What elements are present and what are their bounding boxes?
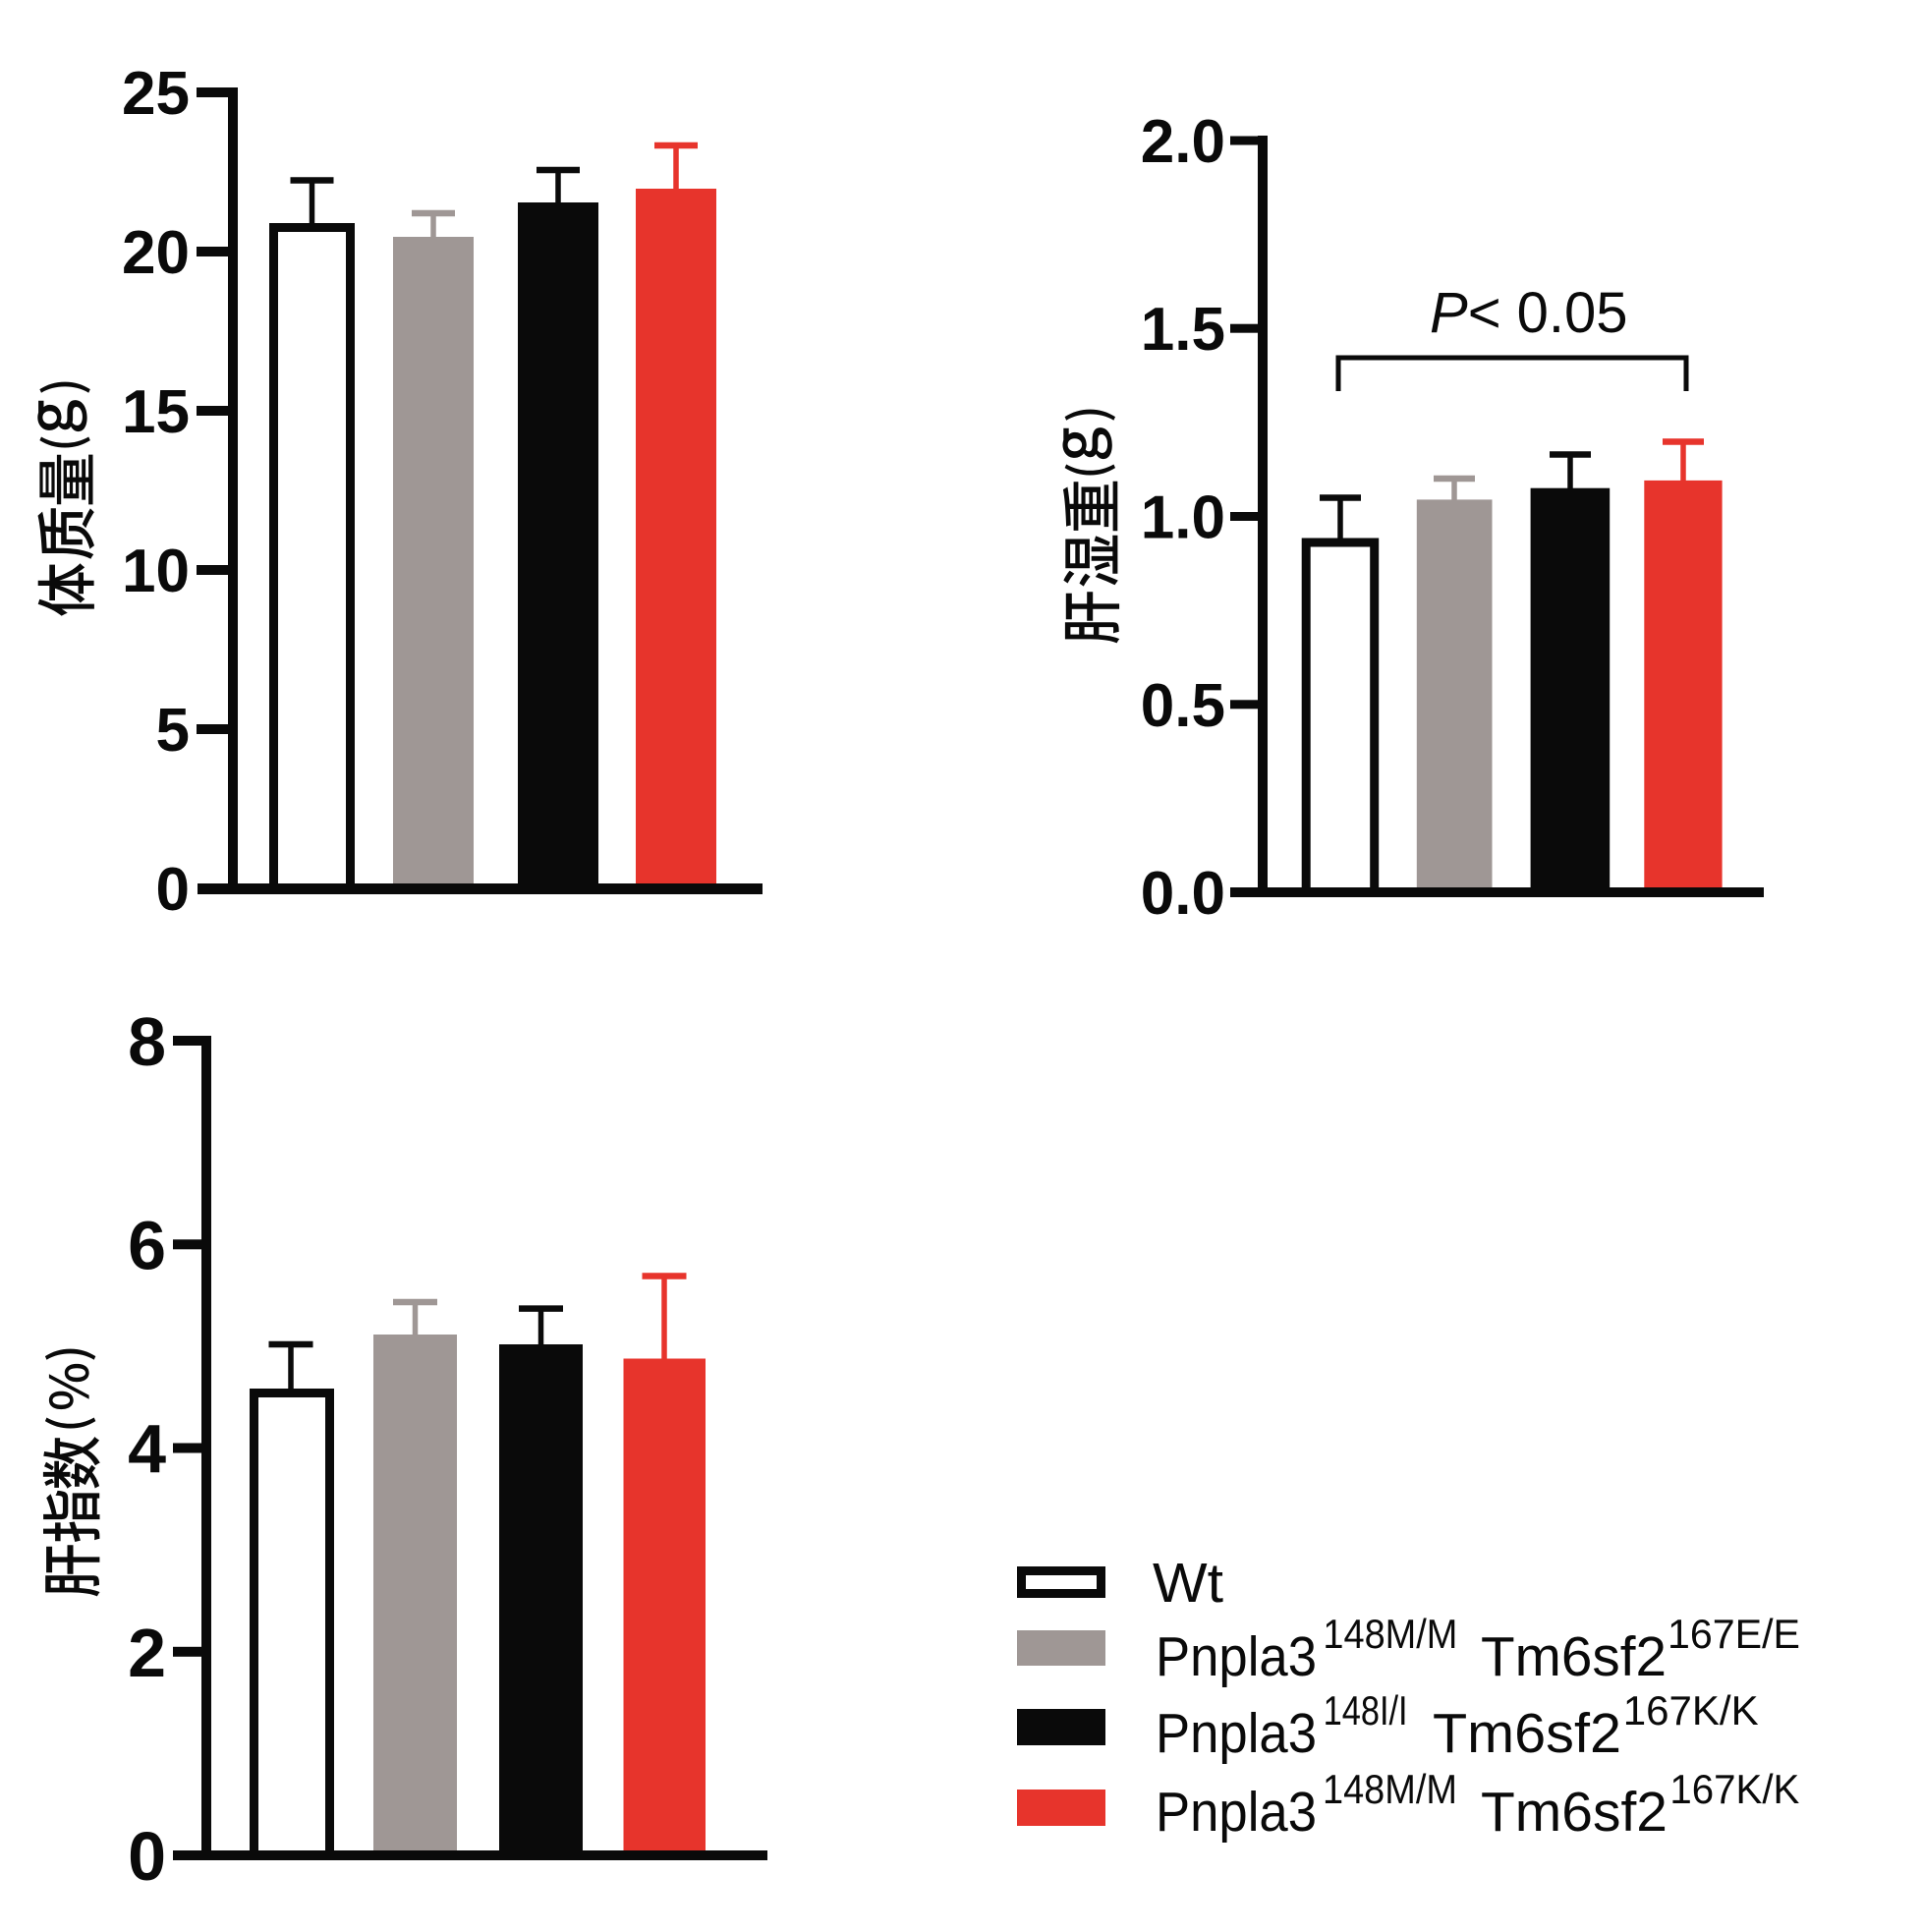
svg-text:Pnpla3: Pnpla3	[1156, 1702, 1317, 1765]
svg-text:1.0: 1.0	[1141, 484, 1225, 552]
svg-text:20: 20	[122, 219, 190, 287]
svg-text:1.5: 1.5	[1141, 296, 1225, 364]
svg-text:8: 8	[128, 1003, 166, 1080]
svg-text:Tm6sf2: Tm6sf2	[1433, 1702, 1621, 1765]
svg-text:167K/K: 167K/K	[1669, 1766, 1799, 1812]
svg-text:Tm6sf2: Tm6sf2	[1481, 1781, 1668, 1844]
svg-text:Pnpla3: Pnpla3	[1156, 1781, 1317, 1844]
svg-text:4: 4	[128, 1411, 166, 1488]
svg-text:167K/K: 167K/K	[1623, 1687, 1759, 1733]
svg-text:148M/M: 148M/M	[1323, 1611, 1457, 1657]
svg-text:Wt: Wt	[1153, 1552, 1223, 1615]
svg-text:6: 6	[128, 1207, 166, 1283]
svg-text:2.0: 2.0	[1141, 108, 1225, 176]
svg-text:0: 0	[128, 1818, 166, 1895]
svg-text:2: 2	[128, 1615, 166, 1691]
svg-text:148M/M: 148M/M	[1323, 1766, 1457, 1812]
svg-text:25: 25	[122, 60, 190, 128]
svg-text:P< 0.05: P< 0.05	[1430, 281, 1628, 345]
svg-text:Tm6sf2: Tm6sf2	[1481, 1625, 1667, 1688]
svg-text:0: 0	[156, 856, 190, 924]
svg-text:5: 5	[156, 697, 190, 765]
svg-text:0.5: 0.5	[1141, 672, 1225, 740]
svg-text:167E/E: 167E/E	[1668, 1611, 1800, 1657]
svg-text:10: 10	[122, 538, 190, 605]
svg-text:0.0: 0.0	[1141, 860, 1225, 928]
svg-text:15: 15	[122, 378, 190, 446]
svg-text:148I/I: 148I/I	[1324, 1687, 1408, 1733]
svg-text:Pnpla3: Pnpla3	[1156, 1625, 1317, 1688]
